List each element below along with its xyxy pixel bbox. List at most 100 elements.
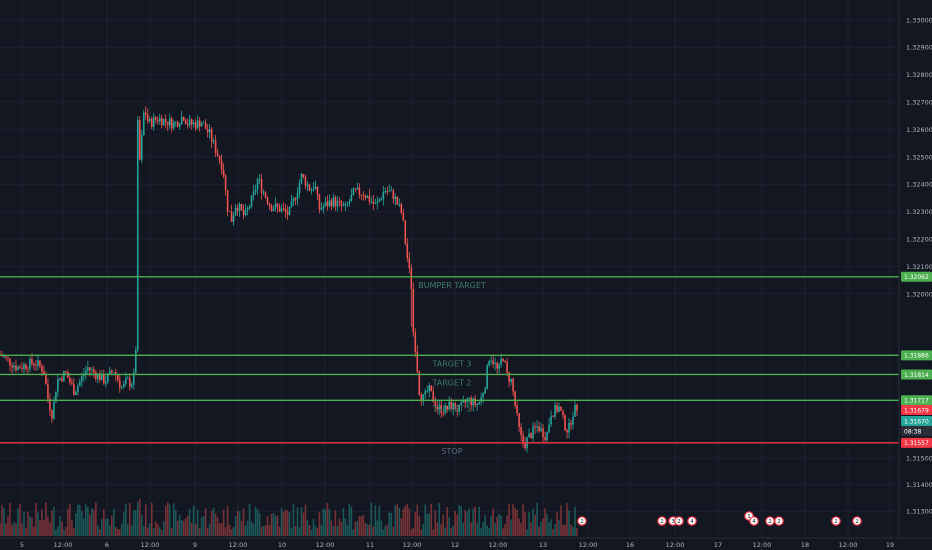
- candle-body: [536, 426, 538, 428]
- candle-body: [416, 351, 419, 372]
- level-price-badge: [901, 369, 932, 380]
- event-marker[interactable]: [774, 516, 784, 526]
- volume-bar: [520, 523, 522, 536]
- candle-body: [244, 209, 247, 216]
- candle-body: [476, 403, 478, 406]
- candle-body: [442, 413, 445, 414]
- volume-bar: [21, 523, 23, 536]
- candle-body: [362, 194, 365, 196]
- volume-bar: [142, 526, 145, 536]
- candle-body: [474, 398, 476, 406]
- volume-bar: [420, 529, 423, 536]
- event-marker[interactable]: [749, 516, 759, 526]
- candle-body: [458, 404, 461, 412]
- volume-bar: [220, 523, 223, 536]
- volume-bar: [136, 502, 139, 536]
- candle-body: [408, 258, 411, 268]
- volume-bar: [318, 512, 321, 536]
- candle-body: [188, 119, 191, 126]
- volume-bar: [17, 508, 19, 536]
- price-axis[interactable]: 1.331001.330001.329001.328001.327001.326…: [906, 0, 932, 516]
- volume-bar: [414, 512, 417, 536]
- candle-body: [132, 372, 135, 385]
- volume-bar: [39, 519, 41, 536]
- time-tick-label: 12:00: [141, 541, 160, 549]
- volume-bar: [222, 509, 225, 536]
- event-marker[interactable]: [674, 516, 684, 526]
- candle-body: [302, 173, 305, 178]
- candle-body: [256, 179, 259, 190]
- candle-body: [340, 201, 343, 206]
- price-tick-label: 1.31300: [906, 508, 932, 516]
- candle-body: [346, 203, 349, 205]
- candle-body: [570, 422, 572, 425]
- volume-bar: [186, 515, 189, 536]
- event-marker[interactable]: [687, 516, 697, 526]
- candle-body: [542, 428, 544, 438]
- candle-body: [73, 384, 75, 396]
- event-markers[interactable]: 2 2 3 2 414 2 2 2 2: [577, 511, 862, 526]
- volume-bar: [532, 509, 534, 536]
- volume-bar: [560, 505, 562, 536]
- candle-body: [512, 378, 514, 392]
- event-marker[interactable]: [577, 516, 587, 526]
- volume-bar: [454, 510, 457, 536]
- candle-body: [208, 129, 211, 133]
- volume-bar: [326, 502, 329, 536]
- candle-body: [296, 193, 299, 200]
- candle-body: [572, 416, 574, 425]
- volume-bar: [350, 506, 353, 536]
- candle-body: [292, 198, 295, 202]
- volume-bar: [146, 527, 149, 536]
- volume-bar: [504, 524, 506, 536]
- volume-bar: [120, 523, 123, 536]
- volume-bar: [180, 520, 183, 536]
- volume-bar: [57, 525, 59, 536]
- volume-bar: [308, 524, 311, 536]
- volume-bar: [156, 523, 159, 536]
- candle-body: [394, 196, 397, 200]
- volume-bar: [11, 524, 13, 536]
- event-marker-count: 4: [690, 519, 694, 525]
- volume-bar: [174, 510, 177, 536]
- level-price-badge: [901, 350, 932, 361]
- level-price-badge-text: 1.31717: [904, 398, 929, 405]
- time-tick-label: 12:00: [229, 541, 248, 549]
- candle-body: [382, 192, 385, 199]
- candle-body: [111, 370, 113, 373]
- volume-bar: [69, 503, 71, 536]
- volume-bar: [562, 524, 564, 536]
- event-marker[interactable]: [831, 516, 841, 526]
- candle-body: [220, 160, 223, 170]
- level-price-badge-text: 1.31557: [904, 440, 929, 447]
- volume-bar: [512, 504, 514, 536]
- candle-body: [316, 186, 319, 195]
- volume-bar: [400, 518, 403, 536]
- volume-bar: [468, 508, 470, 536]
- volume-bar: [526, 529, 528, 536]
- candle-body: [122, 383, 125, 388]
- candle-body: [228, 211, 231, 212]
- price-tick-label: 1.32400: [906, 181, 932, 189]
- volume-bar: [334, 510, 337, 536]
- volume-bar: [166, 502, 169, 536]
- volume-bar: [130, 525, 133, 536]
- candle-body: [332, 197, 335, 207]
- candle-body: [548, 424, 550, 433]
- event-marker[interactable]: [852, 516, 862, 526]
- volume-bar: [264, 525, 267, 536]
- price-tick-label: 1.32200: [906, 236, 932, 244]
- volume-bar: [184, 518, 187, 536]
- volume-bar: [380, 520, 383, 536]
- event-marker[interactable]: [657, 516, 667, 526]
- time-axis[interactable]: 5 12:00 6 12:00 9 12:00 10 12:00 11 12:00 12 12:00 1…: [20, 541, 894, 549]
- event-marker-count: 2: [677, 519, 681, 525]
- candle-body: [17, 366, 19, 370]
- candle-body: [214, 140, 217, 154]
- candle-body: [322, 206, 325, 209]
- level-lines[interactable]: BUMPER TARGET TARGET 3 TARGET 2 TARGET 1 STO…: [0, 276, 899, 456]
- event-marker-count: 2: [768, 519, 772, 525]
- volume-bar: [280, 507, 283, 536]
